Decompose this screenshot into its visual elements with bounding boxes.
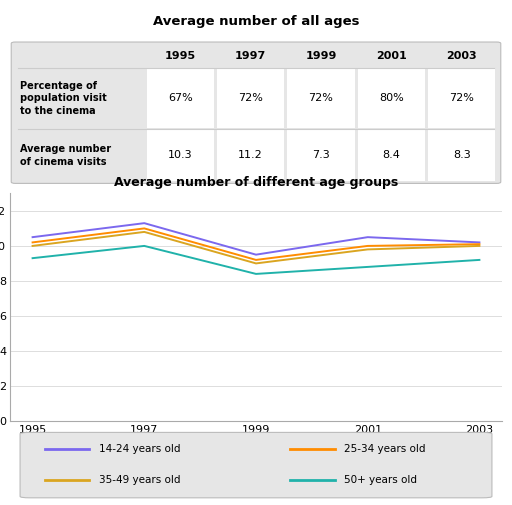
35-49 years old <box>30 243 36 249</box>
Text: 8.3: 8.3 <box>453 150 471 160</box>
50+ years old <box>141 243 147 249</box>
Text: 50+ years old: 50+ years old <box>345 475 417 485</box>
Text: 11.2: 11.2 <box>238 150 263 160</box>
Text: 72%: 72% <box>449 93 474 103</box>
35-49 years old <box>476 243 482 249</box>
Text: 67%: 67% <box>168 93 193 103</box>
25-34 years old <box>253 257 259 263</box>
Text: 1997: 1997 <box>235 50 266 61</box>
FancyBboxPatch shape <box>428 68 496 128</box>
Text: 72%: 72% <box>309 93 333 103</box>
25-34 years old <box>365 243 371 249</box>
Text: Average number of all ages: Average number of all ages <box>153 15 359 28</box>
FancyBboxPatch shape <box>287 68 355 128</box>
FancyBboxPatch shape <box>428 129 496 181</box>
FancyBboxPatch shape <box>11 42 501 183</box>
14-24 years old <box>476 239 482 245</box>
FancyBboxPatch shape <box>358 129 425 181</box>
Text: 10.3: 10.3 <box>168 150 193 160</box>
Text: 80%: 80% <box>379 93 404 103</box>
14-24 years old <box>30 234 36 240</box>
Text: 2001: 2001 <box>376 50 407 61</box>
25-34 years old <box>30 239 36 245</box>
Line: 14-24 years old: 14-24 years old <box>33 223 479 255</box>
Text: 2003: 2003 <box>446 50 477 61</box>
Text: 1995: 1995 <box>165 50 196 61</box>
Line: 35-49 years old: 35-49 years old <box>33 232 479 264</box>
FancyBboxPatch shape <box>146 68 214 128</box>
Text: Percentage of
population visit
to the cinema: Percentage of population visit to the ci… <box>20 81 107 116</box>
Line: 50+ years old: 50+ years old <box>33 246 479 274</box>
35-49 years old <box>141 229 147 235</box>
50+ years old <box>253 271 259 277</box>
50+ years old <box>30 255 36 261</box>
25-34 years old <box>141 225 147 231</box>
Text: 1999: 1999 <box>305 50 337 61</box>
FancyBboxPatch shape <box>217 68 284 128</box>
Text: 8.4: 8.4 <box>382 150 400 160</box>
Title: Average number of different age groups: Average number of different age groups <box>114 176 398 189</box>
25-34 years old <box>476 241 482 247</box>
50+ years old <box>476 257 482 263</box>
FancyBboxPatch shape <box>146 129 214 181</box>
14-24 years old <box>141 220 147 226</box>
Text: Average number
of cinema visits: Average number of cinema visits <box>20 144 111 167</box>
Text: 7.3: 7.3 <box>312 150 330 160</box>
14-24 years old <box>253 251 259 258</box>
FancyBboxPatch shape <box>358 68 425 128</box>
Text: 25-34 years old: 25-34 years old <box>345 444 426 454</box>
Text: 35-49 years old: 35-49 years old <box>99 475 180 485</box>
Text: 14-24 years old: 14-24 years old <box>99 444 180 454</box>
14-24 years old <box>365 234 371 240</box>
35-49 years old <box>253 261 259 267</box>
35-49 years old <box>365 246 371 252</box>
FancyBboxPatch shape <box>20 432 492 498</box>
Text: 72%: 72% <box>238 93 263 103</box>
FancyBboxPatch shape <box>217 129 284 181</box>
50+ years old <box>365 264 371 270</box>
FancyBboxPatch shape <box>287 129 355 181</box>
Line: 25-34 years old: 25-34 years old <box>33 228 479 260</box>
